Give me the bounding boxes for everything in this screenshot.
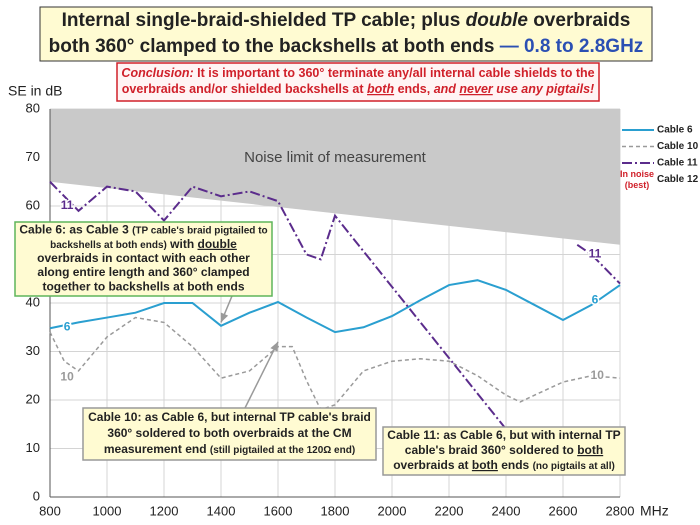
series-label: 6 xyxy=(64,319,71,333)
text-run: double xyxy=(198,237,238,251)
x-tick-label: 1200 xyxy=(150,503,179,518)
text-run: measurement end xyxy=(104,442,210,456)
text-run: (no pigtails at all) xyxy=(533,461,615,472)
annotation-text: 360° soldered to both overbraids at the … xyxy=(107,426,351,440)
chart-title: both 360° clamped to the backshells at b… xyxy=(49,36,644,57)
text-run: cable's braid 360° soldered to xyxy=(405,443,577,457)
x-axis-label: MHz xyxy=(640,503,669,519)
callout-arrowhead xyxy=(270,341,278,352)
x-tick-label: 2400 xyxy=(492,503,521,518)
text-run: never xyxy=(459,82,493,96)
series-label: 11 xyxy=(61,198,74,212)
series-label: 10 xyxy=(591,368,605,382)
legend-note: In noise xyxy=(620,169,654,179)
chart-title: Internal single-braid-shielded TP cable;… xyxy=(62,10,631,31)
series-label: 11 xyxy=(589,247,602,261)
text-run: and xyxy=(434,82,460,96)
x-tick-label: 2600 xyxy=(549,503,578,518)
callout-arrowhead xyxy=(220,312,229,323)
annotation-text: measurement end (still pigtailed at the … xyxy=(104,442,355,456)
text-run: with xyxy=(167,237,198,251)
y-tick-label: 40 xyxy=(26,294,40,309)
text-run: It is important to 360° terminate any/al… xyxy=(194,66,595,80)
annotation-box xyxy=(14,221,273,297)
annotation-box xyxy=(82,407,377,461)
y-tick-label: 0 xyxy=(33,488,40,503)
x-tick-label: 2000 xyxy=(378,503,407,518)
y-axis-label: SE in dB xyxy=(8,83,62,99)
x-tick-label: 1800 xyxy=(321,503,350,518)
noise-region xyxy=(50,109,620,245)
text-run: Conclusion: xyxy=(121,66,193,80)
series-label: 6 xyxy=(592,292,599,306)
text-run: both xyxy=(577,443,603,457)
legend-label: Cable 6 xyxy=(657,125,693,136)
annotation-text: Cable 10: as Cable 6, but internal TP ca… xyxy=(88,410,371,424)
legend-label: Cable 12 xyxy=(657,174,699,185)
noise-label: Noise limit of measurement xyxy=(244,149,427,166)
text-run: overbraids and/or shielded backshells at xyxy=(122,82,367,96)
x-tick-label: 1400 xyxy=(207,503,236,518)
y-tick-label: 30 xyxy=(26,343,40,358)
legend-note: (best) xyxy=(625,180,650,190)
callout-arrow xyxy=(244,341,279,409)
conclusion-box xyxy=(116,62,600,102)
conclusion: Conclusion: It is important to 360° term… xyxy=(121,66,594,80)
title-box xyxy=(39,6,653,62)
x-tick-label: 1600 xyxy=(264,503,293,518)
x-tick-label: 2200 xyxy=(435,503,464,518)
annotation-text: overbraids in contact with each other xyxy=(37,251,250,265)
series-line xyxy=(49,181,507,430)
text-run: together to backshells at both ends xyxy=(42,280,244,294)
text-run: overbraids xyxy=(528,10,630,31)
text-run: double xyxy=(466,10,529,31)
text-run: along entire length and 360° clamped xyxy=(37,265,249,279)
text-run: both xyxy=(472,458,498,472)
text-run: use any pigtails! xyxy=(493,82,594,96)
text-run: 360° soldered to both overbraids at the … xyxy=(107,426,351,440)
x-tick-label: 2800 xyxy=(606,503,635,518)
text-run: both xyxy=(367,82,394,96)
annotation-box xyxy=(382,426,626,476)
annotation-text: backshells at both ends) with double xyxy=(50,237,237,251)
annotation-text: along entire length and 360° clamped xyxy=(37,265,249,279)
annotation-text: Cable 11: as Cable 6, but with internal … xyxy=(387,428,620,442)
series-line xyxy=(576,243,621,285)
text-run: Cable 11: as Cable 6, but with internal … xyxy=(387,428,620,442)
y-tick-label: 70 xyxy=(26,149,40,164)
text-run: overbraids in contact with each other xyxy=(37,251,250,265)
y-tick-label: 20 xyxy=(26,391,40,406)
series-line xyxy=(49,279,621,334)
text-run: overbraids at xyxy=(393,458,472,472)
y-tick-label: 80 xyxy=(26,100,40,115)
text-run: (still pigtailed at the 120Ω end) xyxy=(210,445,355,456)
x-tick-label: 800 xyxy=(39,503,61,518)
y-tick-label: 60 xyxy=(26,197,40,212)
series-label: 10 xyxy=(60,369,74,383)
conclusion: overbraids and/or shielded backshells at… xyxy=(122,82,594,96)
text-run: both 360° clamped to the backshells at b… xyxy=(49,36,500,57)
text-run: — 0.8 to 2.8GHz xyxy=(500,36,644,57)
x-tick-label: 1000 xyxy=(93,503,122,518)
legend-label: Cable 11 xyxy=(657,158,698,169)
annotation-text: together to backshells at both ends xyxy=(42,280,244,294)
text-run: Internal single-braid-shielded TP cable;… xyxy=(62,10,466,31)
text-run: Cable 6: as Cable 3 xyxy=(19,223,132,237)
annotation-text: Cable 6: as Cable 3 (TP cable's braid pi… xyxy=(19,223,267,237)
text-run: ends xyxy=(498,458,533,472)
annotation-text: cable's braid 360° soldered to both xyxy=(405,443,603,457)
y-tick-label: 10 xyxy=(26,440,40,455)
text-run: backshells at both ends) xyxy=(50,239,167,250)
text-run: (TP cable's braid pigtailed to xyxy=(132,225,268,236)
text-run: Cable 10: as Cable 6, but internal TP ca… xyxy=(88,410,371,424)
text-run: ends, xyxy=(394,82,434,96)
annotation-text: overbraids at both ends (no pigtails at … xyxy=(393,458,615,472)
legend-label: Cable 10 xyxy=(657,141,699,152)
